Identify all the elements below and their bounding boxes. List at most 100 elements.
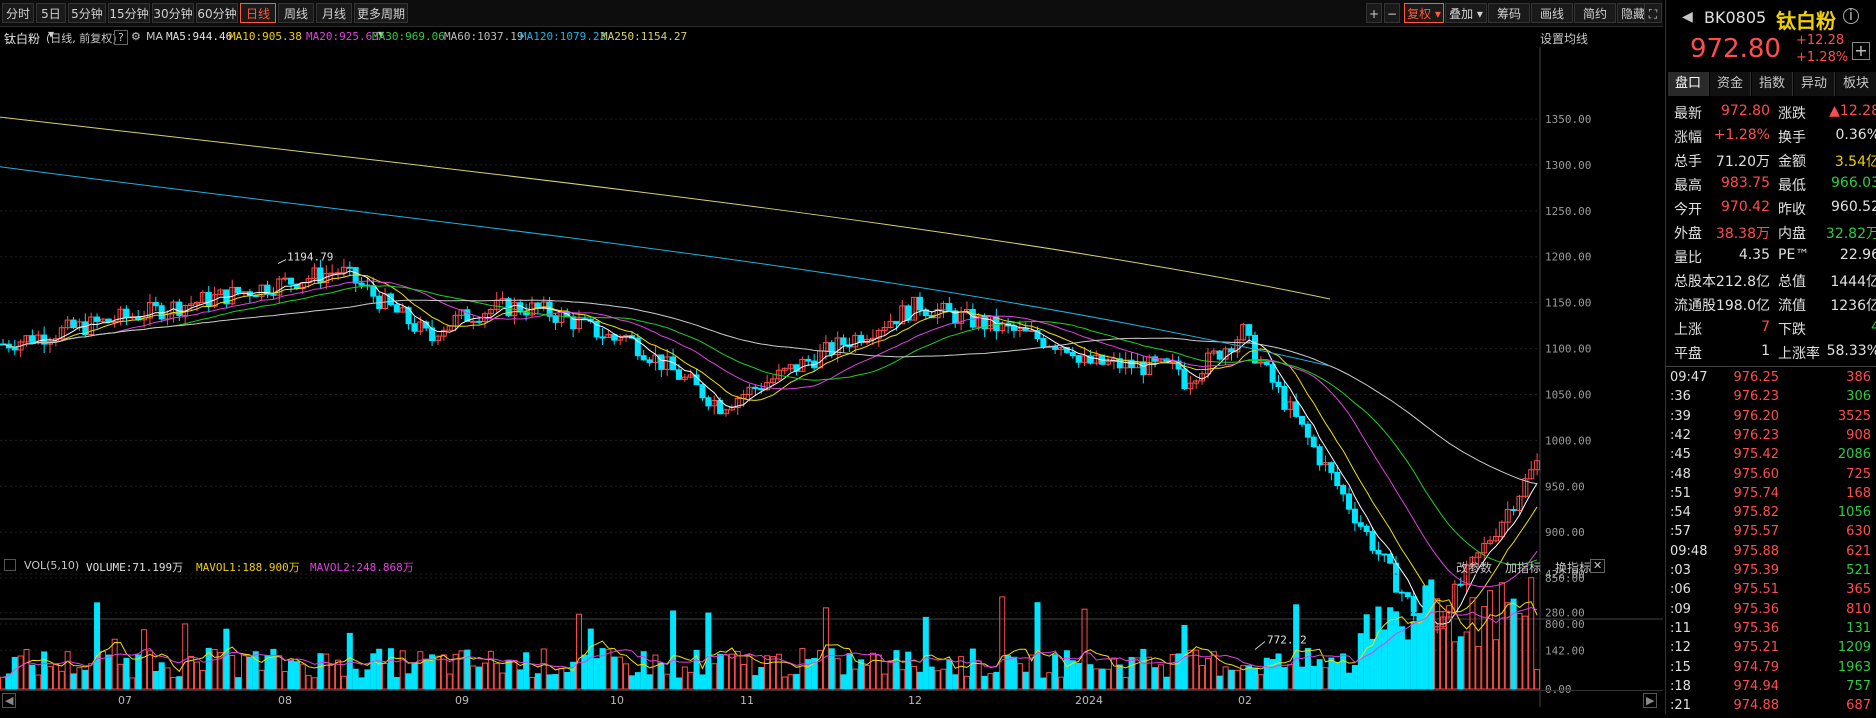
stat-cell: PE™	[1778, 247, 1810, 263]
volume-bar	[1422, 585, 1429, 690]
period-tab-7[interactable]: 周线	[278, 3, 314, 23]
help-icon[interactable]: ?	[114, 30, 128, 45]
candle-body	[681, 376, 688, 380]
volume-bar	[1052, 654, 1059, 690]
close-icon[interactable]: ✕	[1590, 559, 1606, 573]
period-tab-4[interactable]: 30分钟	[152, 3, 194, 23]
volume-bar	[1528, 577, 1535, 690]
candle-body	[1357, 522, 1364, 527]
scroll-left-icon[interactable]: ◀	[2, 693, 17, 708]
volume-bar	[346, 632, 353, 690]
period-tab-2[interactable]: 5分钟	[68, 3, 106, 23]
period-tab-8[interactable]: 月线	[316, 3, 352, 23]
period-tab-0[interactable]: 分时	[2, 3, 34, 23]
candle-body	[1504, 509, 1511, 523]
candle-body	[434, 335, 441, 342]
volume-bar	[946, 659, 953, 690]
volume-bar	[652, 654, 659, 690]
tick-row: :18 974.94 757	[1670, 677, 1875, 699]
candle-body	[605, 334, 612, 338]
toolbar-button-3[interactable]: 画线	[1531, 3, 1573, 23]
volume-bar	[916, 671, 923, 690]
zoom-in-button[interactable]: +	[1366, 3, 1382, 23]
candle-body	[94, 316, 101, 322]
volume-bar	[387, 648, 394, 690]
volume-bar	[840, 674, 847, 690]
toolbar-button-1[interactable]: 叠加 ▾	[1445, 3, 1487, 23]
period-tab-1[interactable]: 5日 ▾	[36, 3, 66, 41]
ma20-value: MA20:925.63	[306, 30, 379, 43]
toolbar-button-2[interactable]: 筹码	[1488, 3, 1530, 23]
volume-bar	[540, 648, 547, 690]
volume-bar	[1075, 662, 1082, 690]
volume-bar	[270, 648, 277, 690]
stat-cell: 总手	[1674, 154, 1702, 170]
volume-bar	[1469, 597, 1476, 690]
tick-row: :21 974.88 687	[1670, 696, 1875, 718]
volume-bar	[329, 663, 336, 690]
toolbar-button-4[interactable]: 简约	[1574, 3, 1616, 23]
volume-bar	[111, 638, 118, 690]
change-params-button[interactable]: 改参数	[1456, 561, 1493, 575]
volume-bar	[1393, 611, 1400, 690]
tick-price: 975.39	[1733, 563, 1780, 578]
add-indicator-button[interactable]: 加指标	[1505, 561, 1542, 575]
ma5-line	[2, 270, 1538, 625]
tick-volume: 3525	[1837, 408, 1871, 424]
stat-cell: 22.96	[1839, 247, 1876, 263]
stat-row: 最新 972.80 涨跌 ▲12.28	[1674, 100, 1876, 124]
panel-tab-1[interactable]: 资金	[1710, 72, 1751, 96]
volume-bar	[546, 674, 553, 690]
volume-toggle-box[interactable]	[4, 559, 16, 571]
candle-body	[1475, 552, 1482, 558]
volume-info-bar: VOL(5,10) VOLUME:71.199万 MAVOL1:188.900万…	[0, 555, 1663, 575]
gear-icon[interactable]: ⚙	[131, 30, 141, 43]
volume-bar	[1228, 669, 1235, 690]
tick-volume: 386	[1846, 370, 1871, 385]
stat-row: 量比 4.35 PE™ 22.96	[1674, 244, 1876, 268]
volume-bar	[423, 658, 430, 690]
period-tab-3[interactable]: 15分钟	[108, 3, 150, 23]
ma-settings-button[interactable]: 设置均线	[1540, 32, 1589, 46]
add-watchlist-icon[interactable]: +	[1852, 42, 1870, 60]
tick-volume: 365	[1846, 582, 1871, 598]
panel-tab-4[interactable]: 板块	[1836, 72, 1876, 96]
volume-bar	[1463, 631, 1470, 690]
tick-row: :57 975.57 630	[1670, 522, 1875, 544]
candle-body	[1351, 508, 1358, 524]
zoom-out-button[interactable]: −	[1384, 3, 1400, 23]
panel-tab-3[interactable]: 异动	[1794, 72, 1835, 96]
fullscreen-icon[interactable]: ⛶	[1644, 3, 1662, 23]
scroll-right-icon[interactable]: ▶	[1643, 693, 1658, 708]
info-icon[interactable]: i	[1843, 8, 1859, 24]
switch-indicator-button[interactable]: 换指标	[1555, 561, 1592, 575]
candle-body	[634, 337, 641, 357]
volume-bar	[88, 663, 95, 690]
volume-bar	[323, 653, 330, 690]
candle-body	[235, 286, 242, 294]
candle-body	[217, 289, 224, 296]
tick-time: :11	[1670, 620, 1691, 636]
volume-bar	[722, 654, 729, 690]
volume-bar	[258, 669, 265, 690]
panel-tab-0[interactable]: 盘口	[1668, 72, 1709, 96]
volume-bar	[1328, 657, 1335, 690]
candle-body	[1410, 596, 1417, 617]
candle-body	[1487, 540, 1494, 544]
panel-tab-2[interactable]: 指数	[1752, 72, 1793, 96]
price-axis-label: 1100.00	[1545, 343, 1591, 356]
volume-bar	[1005, 655, 1012, 690]
toolbar-button-0[interactable]: 复权 ▾	[1404, 3, 1444, 23]
candle-body	[1304, 423, 1311, 438]
volume-bar	[1492, 639, 1499, 690]
period-tab-6[interactable]: 日线	[240, 3, 276, 23]
back-arrow-icon[interactable]: ◀	[1682, 9, 1693, 25]
tick-row: :06 975.51 365	[1670, 580, 1875, 602]
vol-axis-label: 142.00	[1545, 644, 1585, 657]
period-tab-5[interactable]: 60分钟	[196, 3, 238, 23]
candle-body	[875, 329, 882, 339]
kline-chart[interactable]: 1350.00 1300.00 1250.00 1200.00 1150.00 1100.…	[0, 47, 1663, 707]
volume-bar	[229, 654, 236, 690]
period-tab-9[interactable]: 更多周期 ▾	[354, 3, 408, 41]
volume-bar	[1116, 664, 1123, 690]
